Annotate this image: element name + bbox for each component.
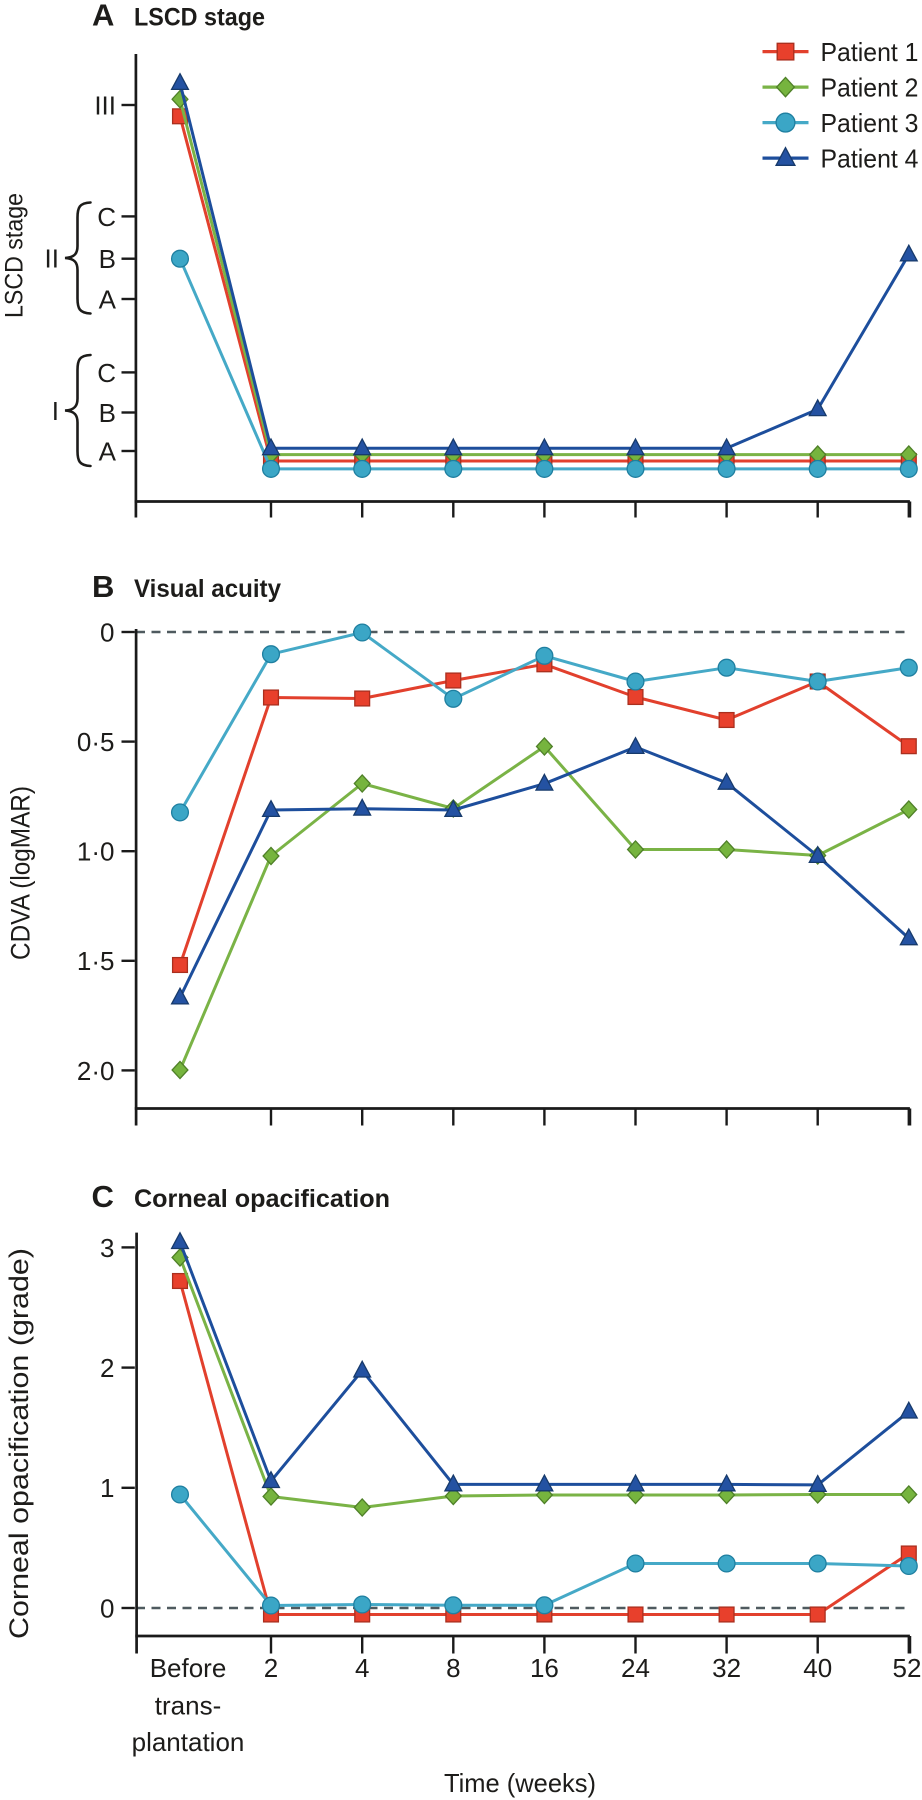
svg-text:C: C xyxy=(97,202,116,232)
svg-text:32: 32 xyxy=(712,1653,741,1683)
svg-text:A: A xyxy=(99,284,117,314)
svg-text:II: II xyxy=(45,243,59,273)
svg-text:40: 40 xyxy=(803,1653,832,1683)
svg-text:B: B xyxy=(99,244,116,274)
svg-text:2·0: 2·0 xyxy=(77,1056,115,1086)
svg-text:0: 0 xyxy=(100,617,114,647)
svg-text:B: B xyxy=(92,569,114,604)
svg-text:0·5: 0·5 xyxy=(77,727,115,757)
svg-text:Patient 2: Patient 2 xyxy=(821,72,919,102)
svg-text:I: I xyxy=(52,396,59,426)
svg-text:LSCD stage: LSCD stage xyxy=(134,4,265,32)
svg-text:LSCD stage: LSCD stage xyxy=(1,193,29,318)
svg-text:1: 1 xyxy=(100,1473,114,1503)
svg-text:plantation: plantation xyxy=(132,1727,245,1757)
svg-text:0: 0 xyxy=(100,1593,114,1623)
svg-text:Corneal opacification: Corneal opacification xyxy=(134,1185,390,1213)
svg-text:24: 24 xyxy=(621,1653,650,1683)
svg-text:Time (weeks): Time (weeks) xyxy=(444,1768,596,1798)
svg-text:III: III xyxy=(94,90,116,120)
svg-text:3: 3 xyxy=(100,1233,114,1263)
svg-text:1·5: 1·5 xyxy=(77,946,115,976)
svg-text:Patient 4: Patient 4 xyxy=(821,143,919,173)
svg-text:52: 52 xyxy=(893,1653,922,1683)
svg-text:2: 2 xyxy=(264,1653,278,1683)
svg-text:C: C xyxy=(97,358,116,388)
svg-text:Before: Before xyxy=(150,1653,227,1683)
svg-text:4: 4 xyxy=(355,1653,369,1683)
svg-text:16: 16 xyxy=(530,1653,559,1683)
svg-text:2: 2 xyxy=(100,1353,114,1383)
svg-text:CDVA (logMAR): CDVA (logMAR) xyxy=(6,786,36,960)
svg-text:Visual acuity: Visual acuity xyxy=(134,575,281,603)
svg-text:A: A xyxy=(99,436,117,466)
svg-text:Patient 3: Patient 3 xyxy=(821,108,919,138)
svg-text:Patient 1: Patient 1 xyxy=(821,37,919,67)
svg-text:C: C xyxy=(92,1179,114,1214)
svg-text:8: 8 xyxy=(446,1653,460,1683)
svg-text:Corneal opacification (grade): Corneal opacification (grade) xyxy=(4,1248,34,1639)
svg-text:1·0: 1·0 xyxy=(77,837,115,867)
svg-text:trans-: trans- xyxy=(155,1691,221,1721)
svg-text:B: B xyxy=(99,398,116,428)
svg-text:A: A xyxy=(92,0,114,33)
